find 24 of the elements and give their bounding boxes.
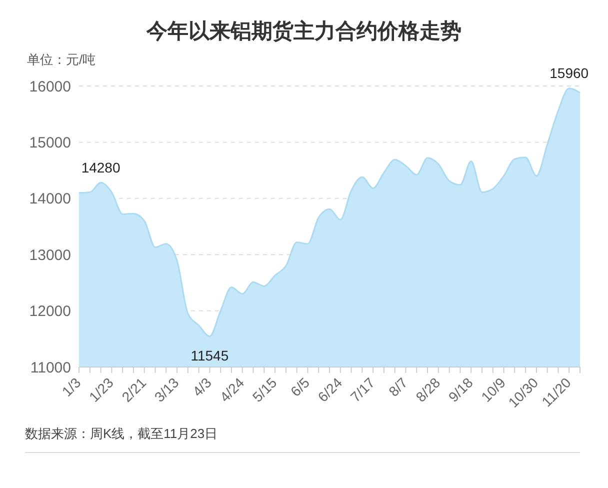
x-tick-label: 7/17: [347, 374, 378, 406]
data-label: 14280: [81, 160, 120, 176]
x-tick-label: 1/3: [58, 374, 84, 400]
x-tick-label: 8/28: [412, 374, 444, 406]
x-tick-label: 10/9: [478, 374, 509, 406]
x-tick-label: 6/5: [287, 374, 313, 400]
x-tick-label: 3/13: [151, 374, 182, 406]
x-tick-label: 6/24: [314, 374, 346, 406]
y-tick-label: 16000: [29, 78, 71, 96]
x-tick-label: 8/7: [385, 374, 411, 400]
y-tick-label: 14000: [29, 190, 71, 208]
x-tick-label: 9/18: [445, 374, 476, 406]
y-axis-title: 单位：元/吨: [26, 51, 96, 69]
data-label: 11545: [190, 347, 229, 364]
y-tick-label: 11000: [30, 359, 71, 376]
source-note: 数据来源：周K线，截至11月23日: [25, 425, 218, 443]
x-tick-label: 4/3: [189, 374, 215, 400]
data-label: 15960: [550, 65, 589, 82]
y-tick-label: 13000: [29, 246, 71, 264]
y-tick-label: 12000: [29, 303, 71, 320]
x-tick-label: 4/24: [216, 374, 248, 406]
x-tick-label: 2/21: [118, 374, 150, 406]
y-tick-label: 15000: [29, 134, 71, 152]
chart-title: 今年以来铝期货主力合约价格走势: [145, 18, 462, 45]
